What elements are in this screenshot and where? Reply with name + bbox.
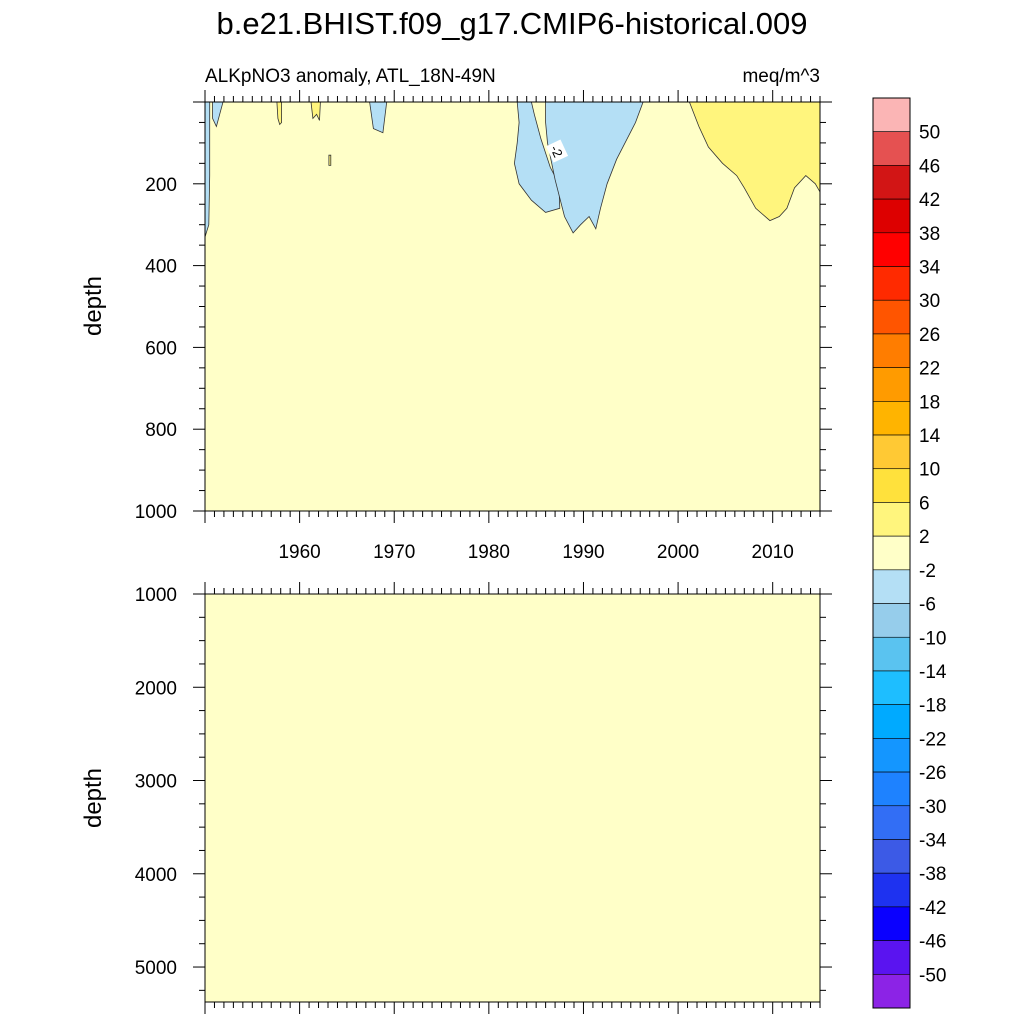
colorbar-swatch — [872, 805, 911, 840]
x-tick-label: 2010 — [752, 542, 794, 563]
panel-deep-ocean: 1000 2000 3000 4000 5000 depth — [80, 582, 832, 1014]
colorbar-swatch — [872, 165, 911, 200]
colorbar-label: -14 — [919, 662, 947, 683]
colorbar-label: 26 — [919, 325, 940, 346]
contour-region-negative-1990 — [545, 102, 644, 234]
colorbar-label: -30 — [919, 797, 946, 818]
colorbar-swatch — [872, 603, 911, 638]
colorbar-swatch — [872, 299, 911, 335]
contour-region-positive-1957 — [276, 102, 283, 126]
field-background — [205, 102, 820, 511]
panel-upper-ocean: -2 1960 1970 1980 1990 2000 2010 200 400 600 800 10… — [80, 90, 832, 563]
y-tick-label: 400 — [145, 257, 177, 278]
colorbar-label: -34 — [919, 830, 947, 851]
x-tick-label: 2000 — [657, 542, 699, 563]
y-tick-label: 5000 — [135, 958, 177, 979]
field-background — [205, 594, 820, 1002]
contour-region-small-negative-1968 — [369, 102, 388, 134]
colorbar-label: 38 — [919, 224, 940, 245]
colorbar-label: 10 — [919, 460, 940, 481]
colorbar-swatch — [872, 502, 911, 537]
colorbar-swatch — [872, 401, 911, 436]
chart-subtitle-right: meq/m^3 — [742, 66, 820, 87]
colorbar-label: 50 — [919, 123, 940, 144]
y-tick-label: 800 — [145, 420, 177, 441]
colorbar-swatch — [872, 839, 911, 874]
colorbar-label: -46 — [919, 932, 946, 953]
colorbar-swatch — [872, 266, 911, 301]
colorbar-label: 30 — [919, 291, 940, 312]
y-tick-label: 200 — [145, 175, 177, 196]
y-tick-label: 1000 — [135, 585, 177, 606]
colorbar-swatch — [872, 333, 911, 368]
x-tick-label: 1990 — [562, 542, 604, 563]
colorbar-label: -2 — [919, 561, 936, 582]
x-tick-label: 1980 — [468, 542, 510, 563]
colorbar-swatch — [872, 434, 911, 470]
contour-label: -2 — [547, 143, 565, 160]
colorbar: 50 46 42 38 34 30 26 22 18 14 10 6 2 -2 -6 -10 -14 -18 -22… — [872, 97, 947, 1009]
colorbar-label: -38 — [919, 864, 946, 885]
colorbar-label: 22 — [919, 359, 940, 380]
y-axis-label: depth — [80, 768, 107, 828]
contour-region-positive-1962 — [310, 102, 321, 121]
colorbar-swatch — [872, 940, 911, 975]
x-tick-label: 1970 — [373, 542, 415, 563]
colorbar-swatch — [872, 535, 911, 571]
colorbar-label: 18 — [919, 392, 940, 413]
contour-region-positive-1963 — [328, 154, 332, 166]
colorbar-swatch — [872, 367, 911, 402]
plot-frame — [204, 593, 821, 1003]
colorbar-swatch — [872, 232, 911, 267]
y-tick-label: 2000 — [135, 678, 177, 699]
chart-subtitle-left: ALKpNO3 anomaly, ATL_18N-49N — [205, 66, 496, 87]
colorbar-frame — [872, 97, 911, 1009]
colorbar-swatch — [872, 468, 911, 503]
colorbar-label: -26 — [919, 763, 946, 784]
colorbar-label: 2 — [919, 527, 930, 548]
colorbar-label: -42 — [919, 898, 946, 919]
y-tick-label: 4000 — [135, 865, 177, 886]
contour-region-negative-1983 — [513, 102, 561, 213]
colorbar-label: 14 — [919, 426, 941, 447]
colorbar-label: -50 — [919, 965, 946, 986]
colorbar-swatch — [872, 738, 911, 773]
colorbar-label: -18 — [919, 696, 946, 717]
contour-label-bg — [545, 139, 569, 163]
contour-region-positive-2006 — [688, 102, 820, 222]
colorbar-swatch — [872, 636, 911, 672]
colorbar-swatch — [872, 670, 911, 705]
colorbar-label: 34 — [919, 258, 941, 279]
colorbar-swatch — [872, 704, 911, 739]
contour-region-left-edge-negative — [205, 102, 211, 238]
y-tick-label: 1000 — [135, 502, 177, 523]
colorbar-swatch — [872, 872, 911, 908]
colorbar-swatch — [872, 973, 911, 1009]
colorbar-swatch — [872, 569, 911, 604]
colorbar-label: -22 — [919, 729, 946, 750]
colorbar-swatch — [872, 771, 911, 807]
chart-title: b.e21.BHIST.f09_g17.CMIP6-historical.009 — [216, 6, 807, 41]
colorbar-swatch — [872, 906, 911, 941]
colorbar-label: -6 — [919, 595, 936, 616]
contour-region-small-negative-1952 — [212, 102, 224, 128]
colorbar-swatch — [872, 97, 911, 133]
y-axis-label: depth — [80, 276, 107, 336]
colorbar-swatch — [872, 131, 911, 166]
colorbar-label: 46 — [919, 156, 940, 177]
y-tick-label: 3000 — [135, 772, 177, 793]
y-tick-label: 600 — [145, 338, 177, 359]
colorbar-label: 6 — [919, 493, 930, 514]
colorbar-label: -10 — [919, 628, 946, 649]
colorbar-label: 42 — [919, 190, 940, 211]
x-tick-label: 1960 — [278, 542, 320, 563]
colorbar-swatch — [872, 198, 911, 234]
